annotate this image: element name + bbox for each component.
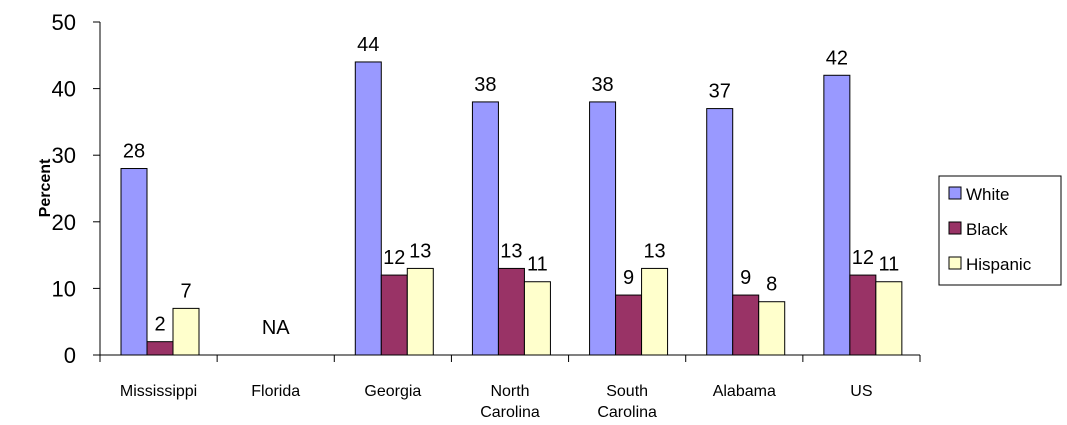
data-label: 12 (852, 247, 874, 269)
bar-hispanic (875, 281, 903, 356)
data-label: 8 (766, 274, 777, 296)
bar-black (849, 274, 877, 356)
category-label: US (850, 383, 872, 400)
data-label: 9 (740, 267, 751, 289)
data-label: 7 (180, 280, 191, 302)
y-tick-label: 30 (52, 143, 76, 168)
bar-black (146, 341, 174, 356)
category-label: South (606, 383, 648, 400)
category-label: North (490, 383, 529, 400)
legend-swatch-black (948, 221, 962, 235)
legend-swatch-hispanic (948, 256, 962, 270)
legend-swatch-white (948, 186, 962, 200)
data-label: 12 (383, 247, 405, 269)
bar-black (615, 294, 643, 356)
bar-black (380, 274, 408, 356)
data-label: 44 (357, 34, 379, 56)
bar-hispanic (641, 267, 669, 356)
category-label: Carolina (597, 404, 657, 421)
bar-hispanic (172, 307, 200, 356)
bar-hispanic (406, 267, 434, 356)
data-label: 9 (623, 267, 634, 289)
data-label: 11 (527, 254, 548, 276)
bar-hispanic (758, 301, 786, 356)
legend-label-black: Black (966, 220, 1008, 239)
data-label: 38 (474, 74, 496, 96)
y-axis-label: Percent (37, 158, 54, 217)
bar-black (732, 294, 760, 356)
category-label: Florida (251, 383, 300, 400)
bar-white (120, 168, 148, 356)
data-label: 13 (409, 240, 431, 262)
category-label: Georgia (364, 383, 421, 400)
category-label: Alabama (713, 383, 776, 400)
data-label: 28 (123, 141, 145, 163)
y-tick-label: 10 (52, 276, 76, 301)
bar-white (354, 61, 382, 356)
bar-hispanic (523, 281, 551, 356)
bar-white (589, 101, 617, 356)
na-annotation: NA (262, 317, 290, 339)
y-tick-label: 40 (52, 77, 76, 102)
category-label: Mississippi (120, 383, 197, 400)
bar-white (823, 74, 851, 356)
legend-label-white: White (966, 185, 1009, 204)
data-label: 13 (643, 240, 665, 262)
bar-white (471, 101, 499, 356)
category-label: Carolina (480, 404, 540, 421)
legend: White Black Hispanic (938, 175, 1062, 286)
data-label: 38 (591, 74, 613, 96)
bar-black (497, 267, 525, 356)
bars (120, 61, 903, 356)
data-label: 42 (826, 47, 848, 69)
bar-white (706, 108, 734, 356)
data-label: 2 (154, 314, 165, 336)
axes: 0 10 20 30 40 50 Mississippi Florida Georgia Nort… (52, 10, 921, 421)
y-tick-label: 20 (52, 210, 76, 235)
data-label: 11 (878, 254, 899, 276)
legend-label-hispanic: Hispanic (966, 255, 1032, 274)
y-tick-label: 0 (64, 343, 76, 368)
y-tick-label: 50 (52, 10, 76, 35)
data-label: 37 (709, 81, 731, 103)
data-label: 13 (500, 240, 522, 262)
